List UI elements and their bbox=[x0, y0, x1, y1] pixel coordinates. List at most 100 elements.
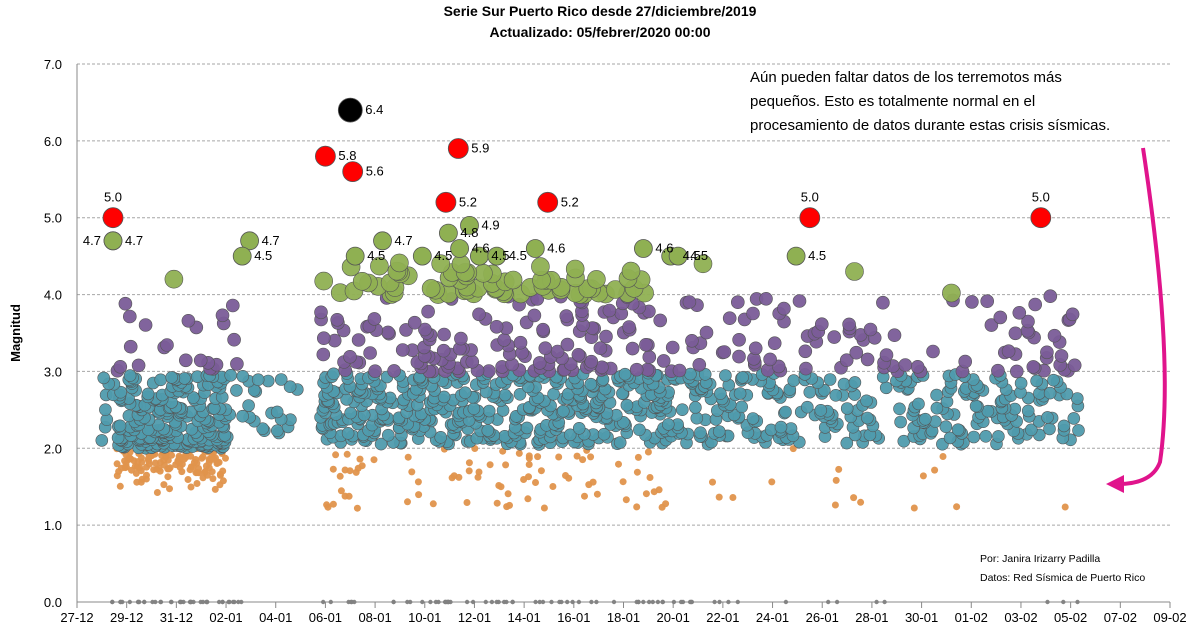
data-point bbox=[251, 373, 265, 387]
data-point bbox=[665, 340, 680, 355]
data-label: 4.6 bbox=[547, 241, 565, 256]
data-point bbox=[481, 424, 495, 437]
x-tick-label: 27-12 bbox=[60, 610, 93, 625]
data-point bbox=[391, 599, 396, 605]
data-point bbox=[699, 325, 714, 340]
labeled-point bbox=[537, 191, 559, 213]
data-point bbox=[979, 429, 993, 443]
data-point bbox=[602, 303, 617, 318]
data-point bbox=[351, 333, 366, 347]
data-label: 4.8 bbox=[460, 225, 478, 240]
data-point bbox=[735, 400, 749, 414]
x-tick-label: 09-02 bbox=[1153, 610, 1186, 625]
data-point bbox=[1028, 297, 1042, 312]
data-point bbox=[454, 331, 468, 346]
data-point bbox=[939, 453, 947, 460]
x-tick-label: 18-01 bbox=[607, 610, 640, 625]
data-point bbox=[876, 295, 890, 310]
data-point bbox=[153, 599, 158, 605]
data-point bbox=[910, 359, 925, 374]
labeled-point bbox=[412, 246, 432, 266]
data-point bbox=[559, 599, 564, 605]
arrow-head bbox=[1106, 475, 1124, 493]
y-tick-label: 3.0 bbox=[44, 364, 62, 379]
data-point bbox=[1025, 423, 1038, 437]
chart-title: Serie Sur Puerto Rico desde 27/diciembre… bbox=[443, 3, 757, 19]
data-point bbox=[687, 599, 693, 605]
data-point bbox=[168, 451, 176, 459]
data-point bbox=[433, 599, 439, 605]
data-point bbox=[767, 336, 782, 351]
data-point bbox=[219, 467, 227, 475]
data-point bbox=[1030, 374, 1043, 388]
data-point bbox=[141, 387, 155, 401]
data-point bbox=[431, 254, 451, 274]
data-point bbox=[436, 343, 451, 358]
data-point bbox=[633, 423, 646, 437]
data-point bbox=[327, 367, 340, 381]
data-point bbox=[187, 391, 200, 404]
data-point bbox=[777, 301, 791, 316]
data-point bbox=[498, 388, 512, 402]
data-label: 4.7 bbox=[83, 233, 101, 248]
author-credit: Por: Janira Irizarry Padilla bbox=[980, 553, 1101, 565]
data-point bbox=[719, 369, 732, 382]
data-point bbox=[283, 380, 297, 394]
data-point bbox=[1021, 314, 1035, 329]
data-point bbox=[463, 499, 471, 506]
data-point bbox=[1043, 289, 1058, 304]
data-point bbox=[593, 490, 601, 498]
data-point bbox=[556, 404, 570, 418]
data-point bbox=[374, 437, 388, 451]
data-point bbox=[1012, 305, 1027, 320]
data-point bbox=[236, 409, 249, 423]
data-point bbox=[692, 357, 707, 372]
x-tick-label: 12-01 bbox=[458, 610, 491, 625]
data-point bbox=[118, 599, 123, 605]
data-point bbox=[814, 317, 829, 332]
data-point bbox=[715, 493, 723, 501]
y-tick-label: 2.0 bbox=[44, 441, 62, 456]
data-point bbox=[524, 495, 532, 503]
data-point bbox=[336, 472, 344, 480]
data-point bbox=[629, 362, 644, 377]
data-point bbox=[672, 363, 687, 378]
data-point bbox=[527, 308, 542, 323]
data-point bbox=[143, 471, 150, 479]
data-point bbox=[166, 464, 174, 472]
axes: 0.0 1.0 2.0 3.0 4.0 5.0 6.0 7.0 27-12 29-12 31-12 0… bbox=[44, 57, 1187, 625]
data-point bbox=[689, 401, 702, 414]
data-point bbox=[774, 420, 788, 434]
data-point bbox=[515, 449, 523, 457]
data-point bbox=[584, 377, 598, 391]
data-point bbox=[622, 496, 630, 504]
data-point bbox=[714, 387, 727, 400]
data-point bbox=[951, 423, 965, 437]
data-point bbox=[353, 504, 361, 512]
data-point bbox=[274, 373, 288, 386]
data-label: 4.5 bbox=[690, 248, 708, 263]
data-point bbox=[930, 388, 943, 402]
data-point bbox=[953, 503, 961, 511]
data-point bbox=[842, 317, 856, 332]
data-point bbox=[1021, 404, 1035, 418]
data-point bbox=[646, 474, 654, 481]
labeled-point bbox=[525, 239, 545, 258]
data-point bbox=[694, 426, 707, 440]
data-point bbox=[415, 491, 423, 499]
data-point bbox=[474, 263, 493, 283]
data-point bbox=[661, 418, 675, 431]
data-point bbox=[581, 492, 588, 500]
data-label: 5.0 bbox=[801, 190, 819, 205]
x-tick-label: 29-12 bbox=[110, 610, 143, 625]
data-label: 4.7 bbox=[262, 233, 280, 248]
data-point bbox=[732, 332, 746, 347]
data-point bbox=[200, 599, 206, 605]
x-tick-label: 08-01 bbox=[358, 610, 391, 625]
data-point bbox=[587, 453, 595, 461]
data-point bbox=[559, 309, 574, 323]
data-point bbox=[860, 352, 875, 367]
data-point bbox=[123, 339, 138, 354]
data-point bbox=[671, 599, 677, 605]
data-point bbox=[343, 450, 351, 458]
